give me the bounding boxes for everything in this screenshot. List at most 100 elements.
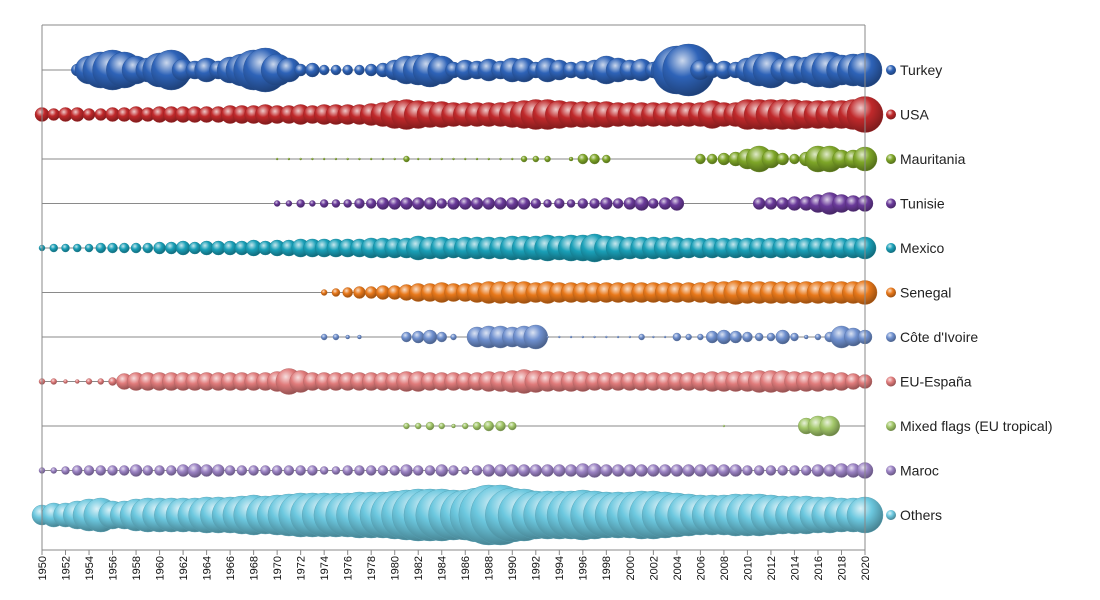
x-tick-label: 1966: [225, 556, 237, 580]
bubble: [722, 424, 726, 428]
bubble: [543, 199, 552, 208]
bubble: [461, 466, 470, 475]
bubble: [311, 157, 314, 161]
x-tick-label: 2020: [860, 556, 872, 580]
bubble: [451, 423, 456, 429]
bubble: [775, 329, 790, 345]
bubble: [425, 421, 435, 431]
legend-label: Mixed flags (EU tropical): [900, 418, 1053, 434]
bubble: [331, 199, 341, 208]
bubble: [663, 335, 667, 339]
bubble: [511, 157, 514, 161]
bubble: [187, 463, 203, 478]
bubble: [343, 199, 352, 208]
bubble: [717, 152, 731, 166]
bubble: [285, 200, 293, 207]
bubble: [790, 332, 799, 342]
bubble: [342, 465, 353, 476]
x-tick-label: 2006: [695, 556, 707, 580]
x-tick-label: 1968: [249, 556, 261, 580]
bubble: [529, 464, 542, 477]
x-tick-label: 1978: [366, 556, 378, 580]
bubble: [777, 465, 788, 476]
bubble: [330, 64, 342, 76]
x-tick-label: 1960: [154, 556, 166, 580]
bubble: [299, 157, 302, 161]
legend-marker: [886, 154, 896, 164]
bubble: [717, 464, 731, 477]
legend-marker: [886, 287, 896, 298]
bubble: [354, 465, 365, 476]
bubble: [450, 333, 457, 341]
bubble: [296, 199, 305, 208]
bubble: [464, 157, 467, 161]
bubble: [685, 333, 692, 341]
x-tick-label: 1980: [390, 556, 402, 580]
bubble: [628, 335, 632, 339]
x-tick-label: 1972: [296, 556, 308, 580]
bubble: [309, 200, 316, 207]
bubble: [212, 464, 225, 477]
bubble: [353, 286, 366, 299]
bubble: [370, 157, 373, 161]
bubble: [142, 465, 154, 476]
x-tick-label: 1958: [131, 556, 143, 580]
bubble: [638, 333, 645, 341]
bubble: [354, 198, 365, 209]
x-tick-label: 1996: [578, 556, 590, 580]
x-tick-label: 2016: [813, 556, 825, 580]
bubble: [544, 155, 551, 163]
bubble: [729, 330, 742, 344]
bubble: [342, 64, 353, 76]
bubble: [108, 377, 117, 386]
bubble: [753, 465, 765, 476]
bubble: [558, 335, 561, 339]
bubble: [436, 331, 447, 343]
x-tick-label: 1984: [437, 556, 449, 580]
bubble: [388, 197, 401, 210]
bubble: [248, 465, 259, 476]
bubble: [400, 197, 413, 210]
x-tick-label: 1974: [319, 556, 331, 580]
bubble: [287, 157, 291, 161]
legend-label: Maroc: [900, 463, 939, 479]
bubble: [494, 197, 507, 210]
x-tick-label: 2012: [766, 556, 778, 580]
bubble: [294, 63, 307, 77]
bubble: [107, 465, 118, 476]
x-tick-label: 1988: [484, 556, 496, 580]
bubble: [366, 465, 377, 476]
bubble: [589, 198, 600, 209]
bubble: [494, 464, 507, 477]
bubble: [483, 420, 494, 432]
bubble: [694, 464, 707, 477]
x-tick-label: 1994: [554, 556, 566, 580]
bubble: [438, 422, 445, 430]
bubble: [801, 465, 812, 476]
bubble: [130, 242, 142, 254]
bubble: [95, 465, 106, 476]
bubble: [97, 378, 104, 385]
bubble: [752, 197, 766, 210]
bubble: [695, 153, 706, 165]
bubble: [764, 197, 778, 210]
bubble: [452, 157, 455, 161]
bubbles: [31, 43, 884, 546]
bubble: [435, 464, 448, 477]
legend-label: EU-España: [900, 374, 972, 390]
bubble: [320, 333, 328, 341]
bubble: [82, 108, 96, 121]
bubble: [546, 335, 549, 339]
legend-marker: [886, 198, 896, 209]
bubble: [345, 334, 350, 340]
x-tick-label: 1954: [84, 556, 96, 580]
bubble: [319, 466, 329, 475]
bubble: [401, 331, 412, 343]
bubble: [577, 153, 589, 165]
legend-label: Mauritania: [900, 151, 966, 167]
bubble: [566, 199, 576, 208]
bubble: [587, 463, 602, 478]
bubble: [440, 157, 443, 161]
bubble: [236, 465, 248, 476]
bubble: [611, 464, 625, 477]
